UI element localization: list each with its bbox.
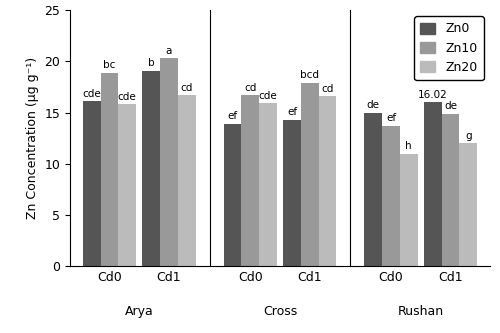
Text: ef: ef	[386, 113, 396, 123]
Bar	[83, 101, 100, 266]
Bar	[400, 154, 417, 266]
Bar	[142, 71, 160, 266]
Bar	[460, 143, 477, 266]
Text: cde: cde	[258, 91, 278, 101]
Text: Cross: Cross	[263, 305, 297, 318]
Bar	[442, 114, 460, 266]
Text: cd: cd	[180, 83, 193, 93]
Bar	[160, 58, 178, 266]
Text: cd: cd	[322, 84, 334, 94]
Bar	[100, 73, 118, 266]
Bar	[424, 102, 442, 266]
Text: cd: cd	[244, 83, 256, 93]
Text: bc: bc	[103, 60, 116, 70]
Bar	[178, 95, 196, 266]
Text: b: b	[148, 58, 154, 68]
Text: h: h	[406, 141, 412, 151]
Bar	[224, 124, 242, 266]
Bar	[382, 126, 400, 266]
Text: a: a	[166, 46, 172, 56]
Text: bcd: bcd	[300, 70, 320, 80]
Text: de: de	[367, 100, 380, 110]
Bar	[318, 96, 336, 266]
Bar	[301, 83, 318, 266]
Text: ef: ef	[228, 111, 237, 121]
Text: 16.02: 16.02	[418, 90, 448, 100]
Text: Arya: Arya	[125, 305, 154, 318]
Bar	[259, 103, 277, 266]
Text: de: de	[444, 101, 457, 111]
Bar	[242, 95, 259, 266]
Text: Rushan: Rushan	[398, 305, 444, 318]
Bar	[118, 104, 136, 266]
Y-axis label: Zn Concentration (µg g⁻¹): Zn Concentration (µg g⁻¹)	[26, 57, 39, 219]
Text: ef: ef	[287, 107, 297, 117]
Text: cde: cde	[118, 92, 137, 102]
Text: g: g	[465, 131, 471, 141]
Bar	[283, 120, 301, 266]
Bar	[364, 113, 382, 266]
Legend: Zn0, Zn10, Zn20: Zn0, Zn10, Zn20	[414, 16, 484, 80]
Text: cde: cde	[82, 89, 101, 99]
